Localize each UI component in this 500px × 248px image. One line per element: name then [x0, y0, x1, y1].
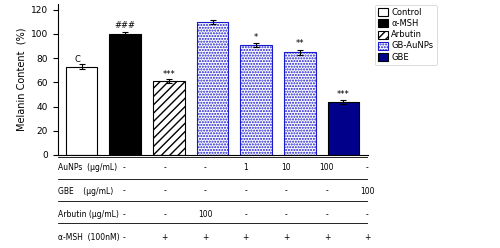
- Text: +: +: [324, 233, 330, 242]
- Text: GBE    (μg/mL): GBE (μg/mL): [58, 186, 113, 195]
- Legend: Control, α-MSH, Arbutin, GB-AuNPs, GBE: Control, α-MSH, Arbutin, GB-AuNPs, GBE: [375, 5, 437, 65]
- Text: +: +: [242, 233, 249, 242]
- Bar: [153, 81, 184, 155]
- Text: 100: 100: [360, 186, 375, 195]
- Text: -: -: [164, 186, 166, 195]
- Y-axis label: Melanin Content  (%): Melanin Content (%): [16, 28, 26, 131]
- Text: +: +: [364, 233, 370, 242]
- Text: -: -: [123, 163, 126, 172]
- Bar: [284, 52, 316, 155]
- Text: 100: 100: [320, 163, 334, 172]
- Text: ###: ###: [114, 21, 136, 30]
- Bar: [284, 52, 316, 155]
- Text: AuNPs  (μg/mL): AuNPs (μg/mL): [58, 163, 116, 172]
- Text: **: **: [296, 39, 304, 49]
- Text: -: -: [244, 186, 247, 195]
- Bar: [240, 45, 272, 155]
- Text: -: -: [204, 163, 206, 172]
- Text: -: -: [123, 186, 126, 195]
- Text: -: -: [285, 186, 288, 195]
- Text: ***: ***: [337, 90, 350, 99]
- Text: 1: 1: [244, 163, 248, 172]
- Bar: [240, 45, 272, 155]
- Text: -: -: [326, 186, 328, 195]
- Text: -: -: [366, 210, 369, 219]
- Text: -: -: [285, 210, 288, 219]
- Bar: [197, 22, 228, 155]
- Text: Arbutin (μg/mL): Arbutin (μg/mL): [58, 210, 118, 219]
- Text: *: *: [254, 33, 258, 42]
- Text: -: -: [164, 210, 166, 219]
- Text: α-MSH  (100nM): α-MSH (100nM): [58, 233, 119, 242]
- Text: 100: 100: [198, 210, 212, 219]
- Bar: [110, 34, 141, 155]
- Bar: [197, 22, 228, 155]
- Text: -: -: [326, 210, 328, 219]
- Text: -: -: [164, 163, 166, 172]
- Text: -: -: [123, 233, 126, 242]
- Bar: [66, 67, 97, 155]
- Text: -: -: [244, 210, 247, 219]
- Text: -: -: [366, 163, 369, 172]
- Text: C: C: [75, 55, 81, 64]
- Text: +: +: [202, 233, 208, 242]
- Text: 10: 10: [282, 163, 291, 172]
- Text: +: +: [283, 233, 290, 242]
- Text: ***: ***: [162, 70, 175, 79]
- Text: +: +: [162, 233, 168, 242]
- Text: -: -: [204, 186, 206, 195]
- Bar: [328, 102, 359, 155]
- Text: -: -: [123, 210, 126, 219]
